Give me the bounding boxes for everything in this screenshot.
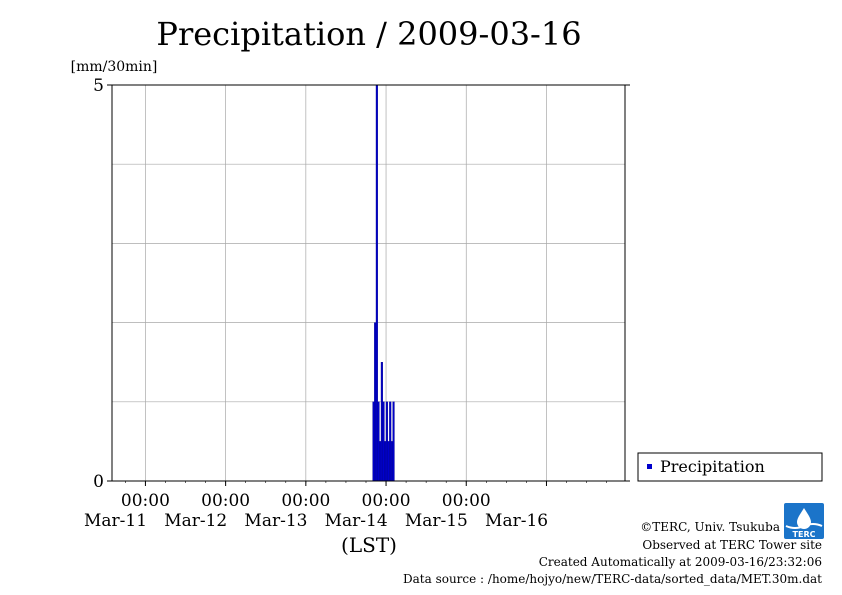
x-tick-time-label: 00:00 — [362, 491, 411, 511]
x-tick-date-label: Mar-11 — [84, 511, 147, 531]
legend-label: Precipitation — [660, 457, 765, 476]
observed-text: Observed at TERC Tower site — [642, 538, 822, 552]
precipitation-bar — [375, 84, 378, 482]
precipitation-bar — [374, 322, 377, 482]
x-tick-date-label: Mar-16 — [485, 511, 548, 531]
precipitation-bar — [377, 401, 380, 482]
legend-box — [637, 452, 823, 482]
data-source-text: Data source : /home/hojyo/new/TERC-data/… — [403, 572, 822, 586]
precipitation-bar — [389, 401, 392, 482]
precipitation-bar — [384, 441, 387, 482]
x-tick-date-label: Mar-14 — [325, 511, 388, 531]
x-tick-time-label: 00:00 — [281, 491, 330, 511]
precipitation-bars — [372, 84, 395, 482]
precipitation-bar — [385, 401, 388, 482]
precipitation-bar — [380, 362, 383, 482]
credits: ©TERC, Univ. Tsukuba Observed at TERC To… — [403, 520, 822, 586]
legend: Precipitation — [637, 452, 823, 482]
plot-frame — [111, 84, 626, 482]
y-axis-unit-label: [mm/30min] — [71, 59, 158, 75]
legend-swatch — [647, 464, 652, 469]
y-tick-label: 0 — [93, 472, 104, 492]
terc-logo-text: TERC — [793, 530, 816, 539]
y-tick-label: 5 — [93, 76, 104, 96]
x-tick-time-label: 00:00 — [442, 491, 491, 511]
created-text: Created Automatically at 2009-03-16/23:3… — [539, 555, 822, 569]
precipitation-bar — [372, 401, 375, 482]
wave-icon — [785, 523, 823, 529]
chart-title: Precipitation / 2009-03-16 — [156, 15, 581, 53]
precipitation-bar — [382, 401, 385, 482]
axis-ticks: 00:00Mar-1100:00Mar-1200:00Mar-1300:00Ma… — [84, 76, 630, 531]
x-tick-date-label: Mar-15 — [405, 511, 468, 531]
precipitation-bar — [390, 441, 393, 482]
terc-logo: TERC — [784, 503, 824, 539]
copyright-text: ©TERC, Univ. Tsukuba — [640, 520, 780, 534]
precipitation-bar — [379, 441, 382, 482]
x-tick-time-label: 00:00 — [121, 491, 170, 511]
x-tick-time-label: 00:00 — [201, 491, 250, 511]
x-axis-label: (LST) — [341, 533, 397, 557]
x-tick-date-label: Mar-12 — [164, 511, 227, 531]
precipitation-bar — [387, 441, 390, 482]
precipitation-bar — [392, 401, 395, 482]
x-tick-date-label: Mar-13 — [244, 511, 307, 531]
grid — [112, 85, 625, 481]
